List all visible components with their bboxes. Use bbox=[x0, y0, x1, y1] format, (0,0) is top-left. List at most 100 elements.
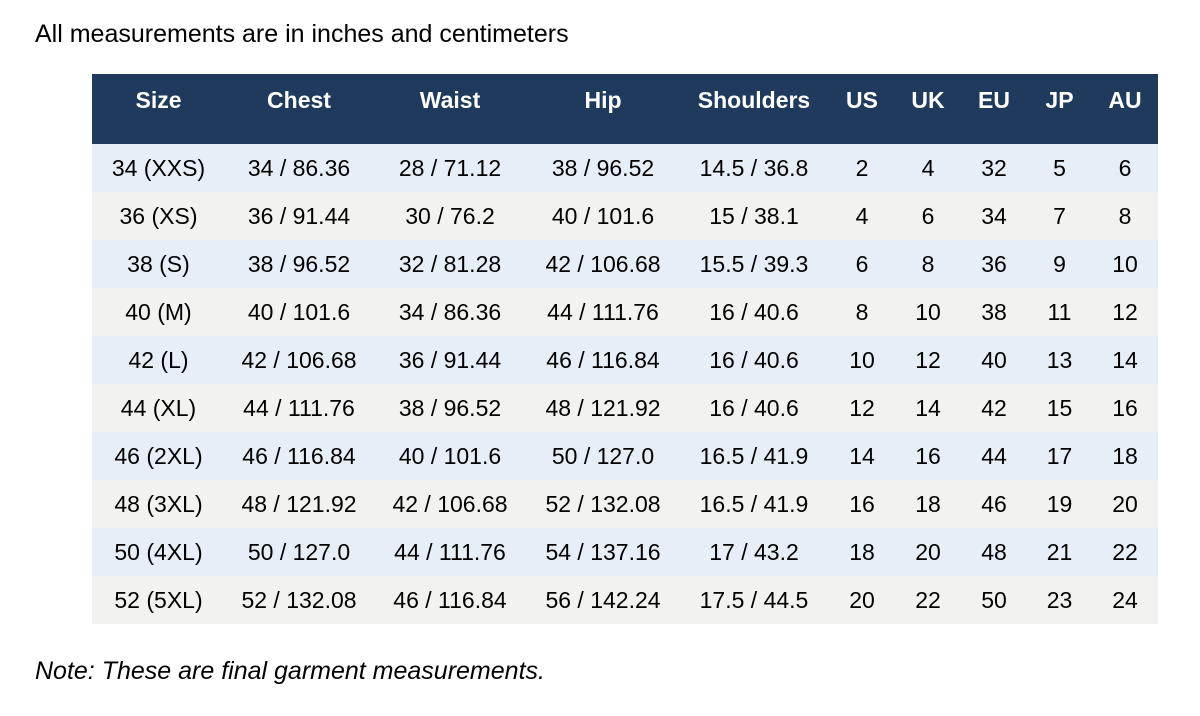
table-cell: 50 (4XL) bbox=[114, 538, 203, 565]
table-cell: 8 bbox=[855, 298, 869, 325]
table-cell: 44 bbox=[981, 442, 1007, 469]
table-cell: 22 bbox=[1112, 538, 1138, 565]
table-cell: 44 / 111.76 bbox=[243, 394, 355, 421]
column-header-hip: Hip bbox=[527, 74, 679, 144]
table-cell: 5 bbox=[1053, 154, 1066, 181]
table-cell: 17 bbox=[1046, 442, 1073, 469]
column-header-chest: Chest bbox=[225, 74, 373, 144]
page-title: All measurements are in inches and centi… bbox=[35, 20, 569, 48]
table-cell: 18 bbox=[915, 490, 941, 517]
table-row: 36 (XS) 36 / 91.44 30 / 76.2 40 / 101.6 15 /… bbox=[92, 192, 1158, 240]
table-cell: 11 bbox=[1047, 298, 1072, 325]
table-cell: 4 bbox=[855, 202, 869, 229]
table-cell: 56 / 142.24 bbox=[545, 586, 661, 613]
table-cell: 34 / 86.36 bbox=[247, 154, 351, 181]
column-header-eu: EU bbox=[961, 74, 1027, 144]
table-cell: 28 / 71.12 bbox=[398, 154, 502, 181]
table-cell: 50 bbox=[981, 586, 1007, 613]
table-cell: 24 bbox=[1112, 586, 1138, 613]
table-cell: 38 (S) bbox=[127, 250, 190, 277]
table-cell: 16 / 40.6 bbox=[709, 394, 799, 421]
table-cell: 18 bbox=[1112, 442, 1138, 469]
table-cell: 9 bbox=[1053, 250, 1066, 277]
table-cell: 16.5 / 41.9 bbox=[699, 442, 809, 469]
table-cell: 38 / 96.52 bbox=[551, 154, 655, 181]
table-cell: 19 bbox=[1046, 490, 1073, 517]
table-cell: 10 bbox=[1112, 250, 1138, 277]
table-cell: 12 bbox=[849, 394, 875, 421]
table-header-row: Size Chest Waist Hip Shoulders US UK EU JP AU bbox=[92, 74, 1158, 144]
table-cell: 54 / 137.16 bbox=[545, 538, 661, 565]
table-cell: 46 (2XL) bbox=[114, 442, 203, 469]
table-cell: 8 bbox=[921, 250, 935, 277]
table-cell: 34 (XXS) bbox=[111, 154, 206, 181]
table-cell: 20 bbox=[915, 538, 941, 565]
table-cell: 13 bbox=[1046, 346, 1073, 373]
table-cell: 20 bbox=[1112, 490, 1138, 517]
table-cell: 40 (M) bbox=[125, 298, 192, 325]
table-cell: 32 / 81.28 bbox=[398, 250, 502, 277]
column-header-jp: JP bbox=[1027, 74, 1092, 144]
table-cell: 15 / 38.1 bbox=[709, 202, 799, 229]
table-cell: 40 bbox=[981, 346, 1007, 373]
column-header-shoulders: Shoulders bbox=[679, 74, 829, 144]
table-cell: 6 bbox=[1118, 154, 1132, 181]
table-cell: 42 / 106.68 bbox=[241, 346, 357, 373]
table-cell: 48 bbox=[981, 538, 1007, 565]
table-row: 34 (XXS) 34 / 86.36 28 / 71.12 38 / 96.52 14… bbox=[92, 144, 1158, 192]
table-cell: 17.5 / 44.5 bbox=[699, 586, 809, 613]
table-cell: 46 bbox=[981, 490, 1007, 517]
table-cell: 16 bbox=[849, 490, 875, 517]
table-cell: 38 / 96.52 bbox=[247, 250, 351, 277]
table-cell: 16 bbox=[915, 442, 941, 469]
table-cell: 48 / 121.92 bbox=[241, 490, 357, 517]
table-cell: 18 bbox=[849, 538, 875, 565]
table-cell: 38 / 96.52 bbox=[398, 394, 502, 421]
table-cell: 8 bbox=[1118, 202, 1132, 229]
table-cell: 21 bbox=[1046, 538, 1073, 565]
size-chart-page: All measurements are in inches and centi… bbox=[0, 19, 1200, 716]
table-cell: 36 / 91.44 bbox=[247, 202, 351, 229]
table-cell: 42 (L) bbox=[128, 346, 189, 373]
table-cell: 48 / 121.92 bbox=[545, 394, 661, 421]
table-cell: 34 bbox=[981, 202, 1007, 229]
table-cell: 12 bbox=[1112, 298, 1138, 325]
table-cell: 46 / 116.84 bbox=[546, 346, 660, 373]
column-header-size: Size bbox=[92, 74, 225, 144]
size-chart-table: Size Chest Waist Hip Shoulders US UK EU JP AU 34 … bbox=[92, 74, 1158, 624]
table-cell: 15.5 / 39.3 bbox=[699, 250, 809, 277]
table-row: 46 (2XL) 46 / 116.84 40 / 101.6 50 / 127.0 1… bbox=[92, 432, 1158, 480]
table-cell: 6 bbox=[921, 202, 935, 229]
table-cell: 38 bbox=[981, 298, 1007, 325]
table-row: 38 (S) 38 / 96.52 32 / 81.28 42 / 106.68 15.… bbox=[92, 240, 1158, 288]
table-cell: 6 bbox=[855, 250, 869, 277]
table-cell: 10 bbox=[915, 298, 941, 325]
table-cell: 52 / 132.08 bbox=[545, 490, 661, 517]
table-cell: 14 bbox=[915, 394, 941, 421]
table-cell: 40 / 101.6 bbox=[247, 298, 351, 325]
column-header-uk: UK bbox=[895, 74, 961, 144]
table-cell: 36 (XS) bbox=[119, 202, 198, 229]
table-cell: 52 / 132.08 bbox=[241, 586, 357, 613]
table-cell: 17 / 43.2 bbox=[709, 538, 799, 565]
garment-note: Note: These are final garment measuremen… bbox=[35, 657, 545, 685]
table-cell: 36 bbox=[981, 250, 1007, 277]
table-cell: 10 bbox=[849, 346, 875, 373]
table-cell: 23 bbox=[1046, 586, 1073, 613]
table-cell: 14.5 / 36.8 bbox=[699, 154, 809, 181]
table-cell: 46 / 116.84 bbox=[393, 586, 507, 613]
table-cell: 12 bbox=[915, 346, 941, 373]
table-row: 50 (4XL) 50 / 127.0 44 / 111.76 54 / 137.16… bbox=[92, 528, 1158, 576]
table-cell: 14 bbox=[1112, 346, 1138, 373]
table-cell: 42 / 106.68 bbox=[392, 490, 508, 517]
table-cell: 52 (5XL) bbox=[114, 586, 203, 613]
table-cell: 34 / 86.36 bbox=[398, 298, 502, 325]
table-cell: 16.5 / 41.9 bbox=[699, 490, 809, 517]
column-header-waist: Waist bbox=[373, 74, 527, 144]
table-cell: 44 / 111.76 bbox=[394, 538, 506, 565]
table-cell: 16 / 40.6 bbox=[709, 298, 799, 325]
table-cell: 14 bbox=[849, 442, 875, 469]
table-row: 40 (M) 40 / 101.6 34 / 86.36 44 / 111.76 16 … bbox=[92, 288, 1158, 336]
table-cell: 40 / 101.6 bbox=[551, 202, 655, 229]
table-row: 48 (3XL) 48 / 121.92 42 / 106.68 52 / 132.0… bbox=[92, 480, 1158, 528]
